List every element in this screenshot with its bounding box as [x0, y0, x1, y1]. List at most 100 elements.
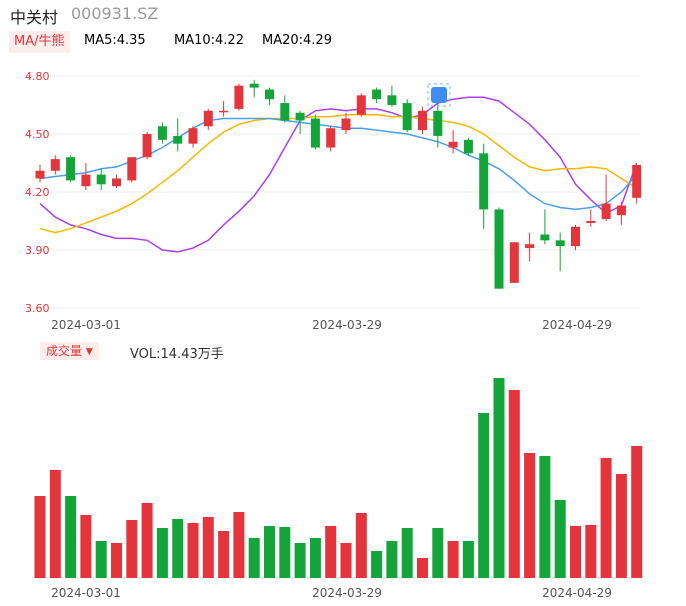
candle [66, 155, 76, 183]
volume-bar [447, 541, 459, 578]
ma10-line [39, 113, 638, 234]
volume-bar [126, 520, 138, 578]
candle-body [173, 135, 183, 144]
candle [142, 132, 152, 160]
candle-body [463, 139, 473, 154]
price-tick-label: 4.20 [25, 186, 50, 199]
volume-bar [478, 413, 490, 578]
volume-bar [264, 526, 275, 578]
candle-body [356, 95, 366, 115]
date-tick-label: 2024-03-29 [312, 318, 382, 332]
candle [555, 232, 565, 272]
candle-body [341, 118, 351, 131]
volume-bar [233, 512, 245, 578]
volume-bar [615, 474, 627, 578]
candle-body [616, 205, 626, 216]
candle [372, 87, 382, 104]
volume-bar [248, 538, 260, 578]
candle-body [142, 134, 152, 158]
candle [188, 126, 198, 148]
volume-bar [401, 528, 413, 578]
candle-body [479, 153, 489, 210]
volume-bar [111, 543, 122, 578]
candle-body [402, 103, 412, 131]
candle [203, 108, 213, 131]
candle [265, 87, 274, 105]
candle [586, 209, 596, 227]
volume-bar [508, 390, 520, 578]
date-tick-label: 2024-04-29 [542, 318, 612, 332]
flag-marker-icon[interactable] [427, 83, 451, 107]
candle [249, 79, 259, 98]
candle-body [96, 174, 106, 185]
volume-bar [570, 526, 581, 578]
candle-body [219, 110, 229, 113]
candle [433, 99, 443, 148]
candle-body [234, 85, 244, 109]
candle [616, 201, 626, 225]
price-axis: 4.80 4.50 4.20 3.90 3.60 [25, 70, 50, 315]
volume-bars [34, 378, 643, 578]
marker-frame [427, 83, 451, 107]
candle [494, 207, 504, 289]
candle-body [188, 128, 198, 144]
candle-body [555, 240, 565, 247]
candle [173, 118, 183, 152]
ma20-line [39, 117, 638, 211]
marker-badge [431, 87, 447, 103]
candle [310, 114, 320, 150]
candlesticks [35, 79, 642, 289]
candle [601, 174, 611, 221]
candle [326, 126, 336, 152]
candle [81, 163, 91, 191]
volume-bar [34, 496, 46, 578]
candle-body [157, 126, 167, 140]
volume-bar [340, 543, 352, 578]
candle-body [448, 141, 458, 148]
moving-average-lines [39, 96, 638, 253]
price-tick-label: 4.80 [25, 70, 50, 83]
candle [157, 122, 167, 144]
candle-body [540, 234, 550, 241]
volume-bar [554, 500, 566, 578]
candle-body [280, 103, 290, 121]
volume-bar [386, 541, 398, 578]
date-tick-label: 2024-03-29 [312, 586, 382, 600]
volume-bar [325, 526, 337, 578]
volume-indicator-label: 成交量 [46, 344, 83, 358]
candle [280, 95, 290, 123]
volume-value: VOL:14.43万手 [130, 347, 224, 362]
stock-code: 000931.SZ [71, 4, 159, 23]
ma5-legend: MA5:4.35 [84, 33, 146, 48]
candle [112, 174, 121, 189]
candle [448, 130, 458, 154]
volume-bar [187, 523, 199, 578]
candle [356, 93, 366, 117]
date-tick-label: 2024-03-01 [51, 586, 121, 600]
candle-body [50, 159, 60, 171]
candle [463, 137, 473, 156]
volume-bar [493, 378, 505, 578]
candle-body [249, 83, 259, 88]
price-date-axis: 2024-03-01 2024-03-29 2024-04-29 [51, 318, 612, 332]
candle-body [295, 112, 305, 121]
price-tick-label: 3.60 [25, 302, 50, 315]
candle-body [81, 174, 91, 187]
ma-toggle-button[interactable]: MA/牛熊 [9, 31, 70, 53]
volume-indicator-dropdown[interactable]: 成交量 ▼ [40, 342, 99, 360]
candle [96, 168, 106, 191]
candle-body [494, 209, 504, 289]
candle [35, 164, 45, 183]
volume-bar [462, 541, 474, 578]
volume-bar [417, 558, 428, 578]
candle [509, 242, 519, 283]
candle-body [112, 178, 121, 187]
candle-body [310, 118, 320, 148]
candle-body [525, 244, 535, 249]
candle-body [326, 128, 336, 148]
candle [127, 157, 137, 183]
price-tick-label: 4.50 [25, 128, 50, 141]
volume-bar [600, 458, 612, 578]
price-tick-label: 3.90 [25, 244, 50, 257]
